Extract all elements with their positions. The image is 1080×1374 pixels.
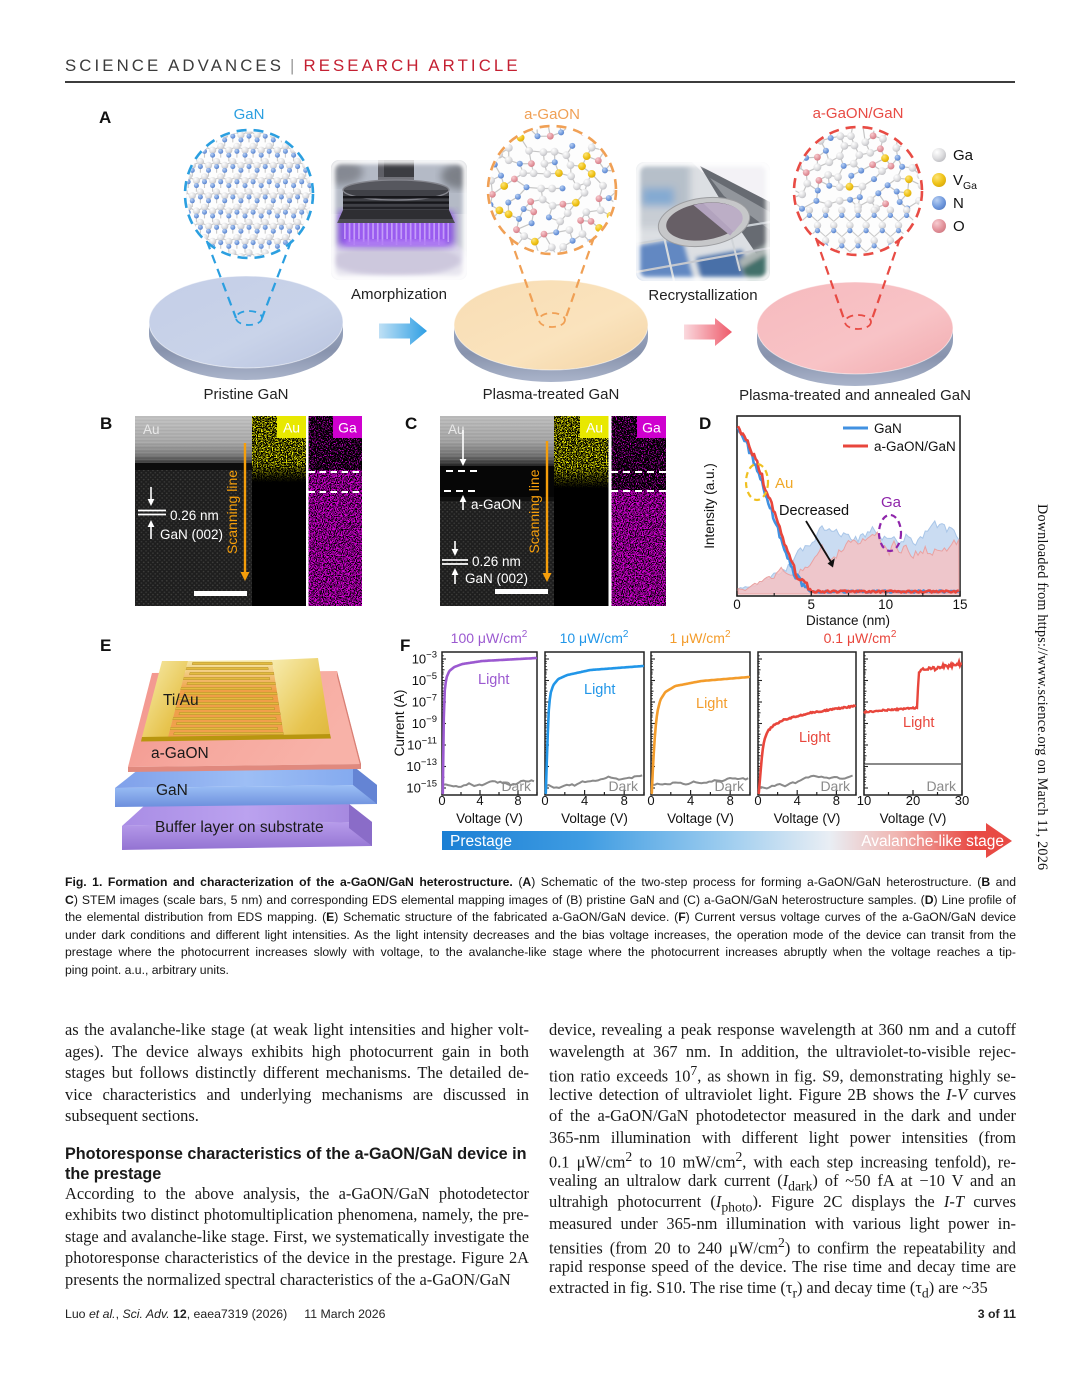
svg-text:Ga: Ga <box>338 420 357 436</box>
svg-text:C: C <box>405 414 417 433</box>
svg-text:10: 10 <box>857 793 871 808</box>
svg-text:4: 4 <box>794 793 801 808</box>
svg-text:GaN: GaN <box>156 782 188 799</box>
svg-text:10 μW/cm2: 10 μW/cm2 <box>560 629 629 646</box>
svg-text:Recrystallization: Recrystallization <box>648 287 757 304</box>
svg-text:Decreased: Decreased <box>779 503 849 519</box>
svg-text:B: B <box>100 414 112 433</box>
svg-text:8: 8 <box>514 793 521 808</box>
svg-text:Voltage (V): Voltage (V) <box>880 811 947 826</box>
svg-text:8: 8 <box>727 793 734 808</box>
svg-text:0: 0 <box>754 793 761 808</box>
svg-text:Scanning line: Scanning line <box>526 469 542 553</box>
svg-text:Scanning line: Scanning line <box>224 470 240 554</box>
svg-text:0: 0 <box>733 597 741 612</box>
svg-text:8: 8 <box>833 793 840 808</box>
svg-text:Dark: Dark <box>820 778 851 794</box>
svg-text:Plasma-treated GaN: Plasma-treated GaN <box>483 386 620 403</box>
svg-text:10−11: 10−11 <box>407 736 437 753</box>
svg-text:Voltage (V): Voltage (V) <box>774 811 841 826</box>
svg-text:a-GaON: a-GaON <box>471 497 521 512</box>
svg-text:10−5: 10−5 <box>412 671 437 688</box>
svg-text:Dark: Dark <box>608 778 639 794</box>
svg-text:VGa: VGa <box>953 172 977 192</box>
svg-text:5: 5 <box>808 597 816 612</box>
svg-text:GaN (002): GaN (002) <box>465 571 528 586</box>
svg-text:20: 20 <box>906 793 920 808</box>
svg-text:15: 15 <box>952 597 967 612</box>
svg-text:0: 0 <box>438 793 445 808</box>
svg-text:Plasma-treated and annealed Ga: Plasma-treated and annealed GaN <box>739 387 971 404</box>
svg-text:O: O <box>953 218 965 235</box>
svg-text:N: N <box>953 195 964 212</box>
svg-text:GaN: GaN <box>234 106 265 123</box>
svg-text:30: 30 <box>955 793 969 808</box>
svg-text:Voltage (V): Voltage (V) <box>456 811 523 826</box>
svg-text:0: 0 <box>647 793 654 808</box>
svg-text:a-GaON: a-GaON <box>524 106 580 123</box>
svg-text:Au: Au <box>283 420 300 436</box>
svg-text:GaN (002): GaN (002) <box>160 527 223 542</box>
svg-text:10−9: 10−9 <box>412 714 437 731</box>
svg-text:Au: Au <box>586 420 603 436</box>
svg-text:Dark: Dark <box>714 778 745 794</box>
svg-text:F: F <box>400 636 410 655</box>
svg-text:4: 4 <box>687 793 694 808</box>
svg-text:Amorphization: Amorphization <box>351 286 447 303</box>
svg-text:4: 4 <box>476 793 483 808</box>
svg-text:8: 8 <box>621 793 628 808</box>
svg-text:1 μW/cm2: 1 μW/cm2 <box>669 629 731 646</box>
svg-text:Buffer layer on substrate: Buffer layer on substrate <box>155 819 324 836</box>
svg-text:10−7: 10−7 <box>412 693 437 710</box>
svg-text:Distance (nm): Distance (nm) <box>806 613 890 628</box>
svg-text:Ga: Ga <box>642 420 661 436</box>
svg-text:Au: Au <box>775 475 793 492</box>
svg-text:Avalanche-like stage: Avalanche-like stage <box>861 833 1004 850</box>
svg-text:Intensity (a.u.): Intensity (a.u.) <box>702 463 717 549</box>
svg-text:D: D <box>699 414 711 433</box>
svg-text:a-GaON: a-GaON <box>151 745 209 762</box>
svg-text:Light: Light <box>696 696 727 712</box>
svg-text:Voltage (V): Voltage (V) <box>667 811 734 826</box>
svg-text:Voltage (V): Voltage (V) <box>561 811 628 826</box>
svg-text:Light: Light <box>903 715 934 731</box>
svg-text:A: A <box>99 108 111 127</box>
svg-text:Light: Light <box>584 682 615 698</box>
svg-text:a-GaON/GaN: a-GaON/GaN <box>874 439 956 454</box>
svg-text:GaN: GaN <box>874 421 902 436</box>
svg-text:Au: Au <box>448 422 465 437</box>
svg-text:0.26 nm: 0.26 nm <box>472 554 521 569</box>
svg-text:E: E <box>100 636 111 655</box>
svg-text:Light: Light <box>799 730 830 746</box>
svg-text:100 μW/cm2: 100 μW/cm2 <box>451 629 528 646</box>
svg-text:Prestage: Prestage <box>450 833 512 850</box>
svg-text:10−13: 10−13 <box>406 757 437 774</box>
svg-text:10: 10 <box>878 597 893 612</box>
svg-text:10−15: 10−15 <box>406 779 437 796</box>
svg-text:0.1 μW/cm2: 0.1 μW/cm2 <box>824 629 897 646</box>
svg-text:Light: Light <box>478 672 509 688</box>
svg-text:4: 4 <box>581 793 588 808</box>
svg-text:Dark: Dark <box>926 778 957 794</box>
svg-text:0: 0 <box>541 793 548 808</box>
svg-text:Pristine GaN: Pristine GaN <box>203 386 288 403</box>
svg-text:Dark: Dark <box>501 778 532 794</box>
svg-text:a-GaON/GaN: a-GaON/GaN <box>813 105 904 122</box>
svg-text:10−3: 10−3 <box>412 650 437 667</box>
svg-text:Current (A): Current (A) <box>392 690 407 757</box>
svg-text:Ga: Ga <box>953 147 974 164</box>
svg-text:Ga: Ga <box>881 494 902 511</box>
svg-text:0.26 nm: 0.26 nm <box>170 508 219 523</box>
svg-text:Au: Au <box>143 422 160 437</box>
svg-text:Ti/Au: Ti/Au <box>163 692 199 709</box>
